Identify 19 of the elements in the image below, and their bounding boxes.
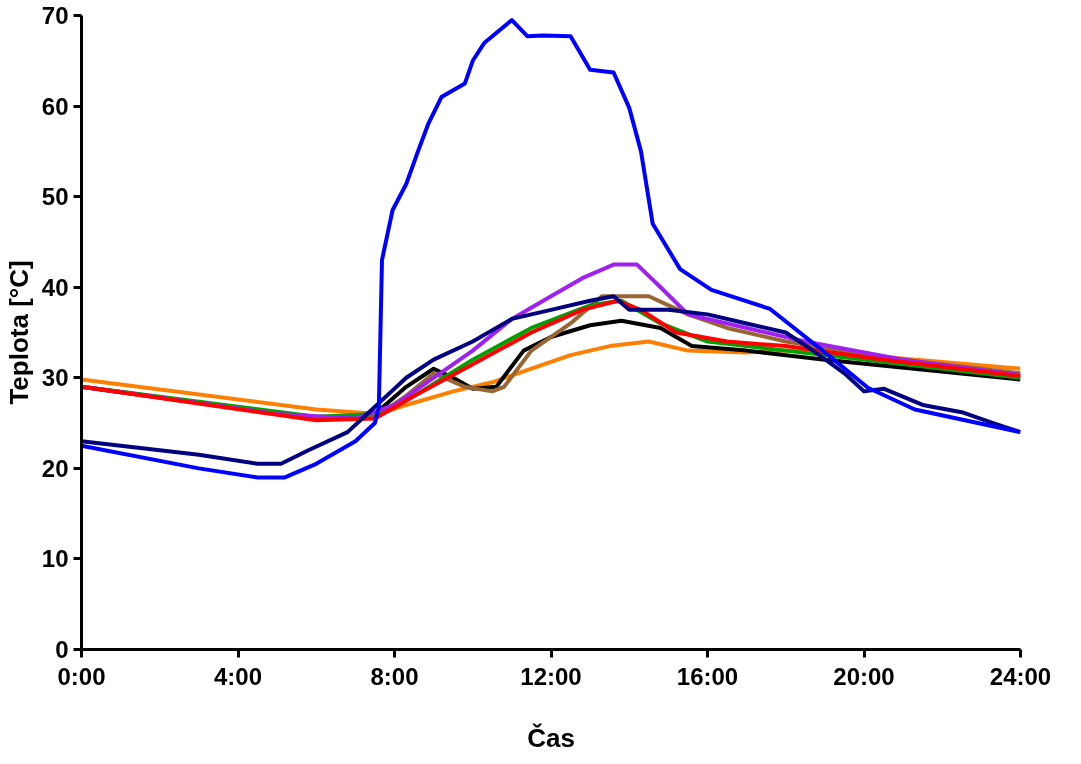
x-tick-label: 0:00: [57, 662, 106, 690]
y-tick-label: 0: [55, 636, 69, 663]
line-series: [81, 294, 1021, 466]
x-tick-label: 16:00: [676, 662, 739, 690]
y-tick-label: 60: [41, 92, 69, 120]
x-tick-label: 4:00: [213, 662, 263, 690]
line-series: [81, 18, 1021, 480]
y-axis-title: Teplota [°C]: [3, 260, 34, 405]
y-tick-label: 50: [41, 183, 69, 211]
x-tick-label: 20:00: [833, 662, 895, 690]
y-tick-label: 40: [41, 273, 69, 301]
x-tick-label: 24:00: [989, 662, 1052, 690]
x-axis-title: Čas: [527, 722, 575, 753]
y-tick-label: 70: [41, 2, 69, 29]
y-tick-label: 10: [41, 545, 69, 573]
x-tick-label: 12:00: [520, 662, 582, 690]
y-tick-label: 20: [41, 454, 69, 482]
y-tick-label: 30: [41, 364, 69, 392]
x-tick-label: 8:00: [370, 662, 419, 690]
